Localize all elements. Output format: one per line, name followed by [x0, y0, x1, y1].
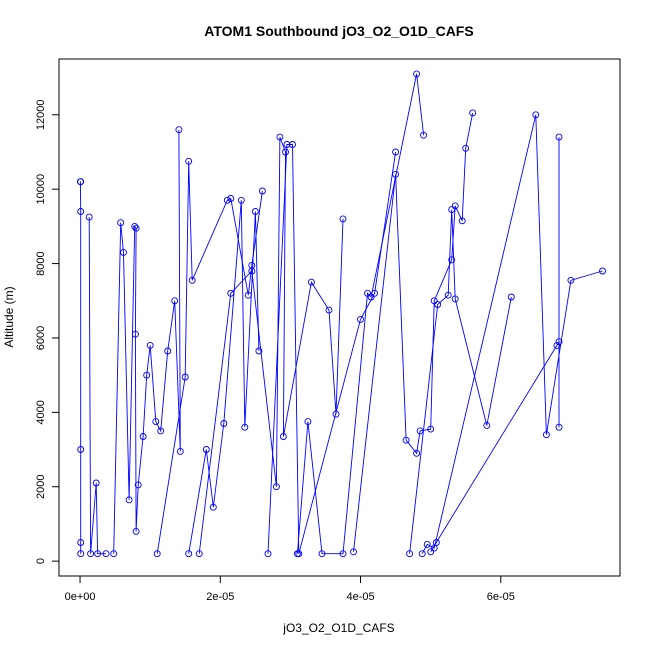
- y-tick-label: 8000: [35, 251, 47, 275]
- x-tick-label: 6e-05: [487, 591, 515, 603]
- series-line-2: [89, 217, 106, 554]
- data-layer: [77, 71, 605, 557]
- x-axis: 0e+00 2e-05 4e-05 6e-05: [65, 576, 515, 603]
- series-line-11: [422, 115, 602, 554]
- series-line-9: [354, 113, 473, 552]
- x-tick-label: 4e-05: [346, 591, 374, 603]
- series-line-8: [297, 74, 423, 554]
- y-tick-label: 6000: [35, 326, 47, 350]
- series-line-5: [189, 200, 259, 553]
- x-tick-label: 2e-05: [206, 591, 234, 603]
- y-tick-label: 0: [35, 558, 47, 564]
- series-line-12: [431, 137, 559, 552]
- series-line-3: [114, 130, 181, 554]
- series-line-4: [157, 161, 262, 553]
- y-axis-label: Altitude (m): [2, 286, 16, 347]
- chart-title: ATOM1 Southbound jO3_O2_O1D_CAFS: [204, 23, 473, 39]
- x-tick-label: 0e+00: [65, 591, 96, 603]
- series-line-10: [410, 210, 512, 554]
- x-axis-label: jO3_O2_O1D_CAFS: [282, 621, 394, 635]
- y-tick-label: 10000: [35, 174, 47, 205]
- y-tick-label: 4000: [35, 400, 47, 424]
- y-axis: 0 2000 4000 6000 8000 10000 12000: [35, 99, 59, 564]
- y-tick-label: 12000: [35, 99, 47, 130]
- y-tick-label: 2000: [35, 474, 47, 498]
